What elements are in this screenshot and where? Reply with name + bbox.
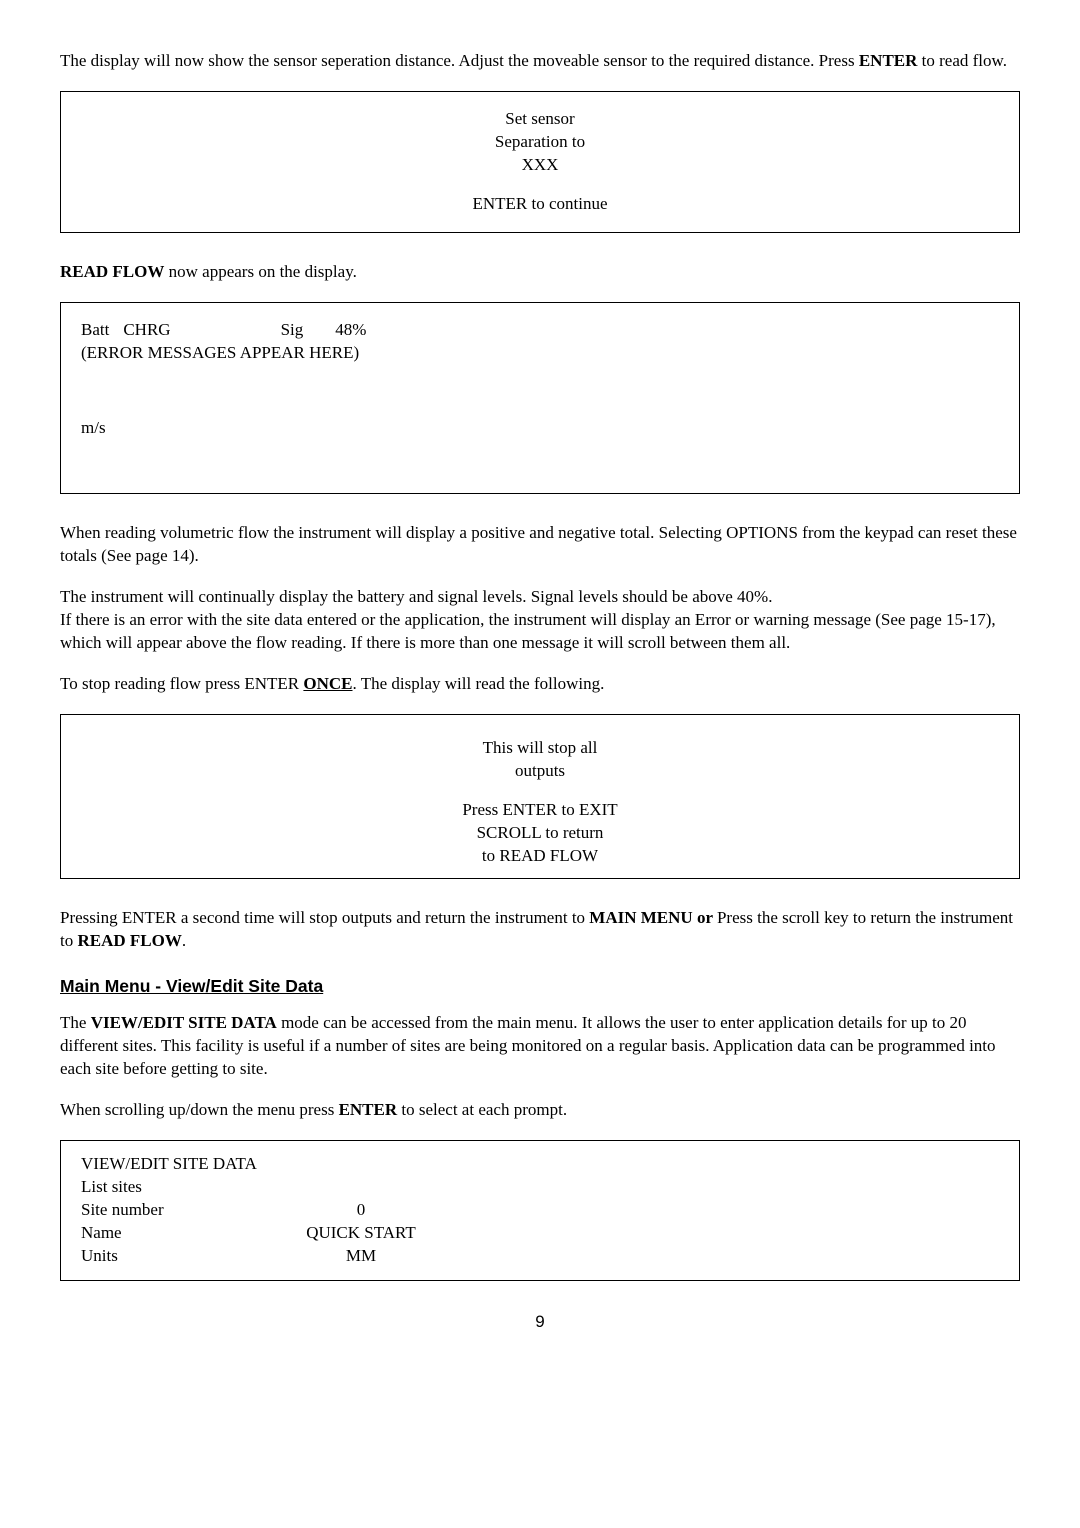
ve-pre: The [60, 1013, 91, 1032]
stop-bold-underline: ONCE [303, 674, 352, 693]
intro-pre: The display will now show the sensor sep… [60, 51, 859, 70]
scroll-paragraph: When scrolling up/down the menu press EN… [60, 1099, 1020, 1122]
ve-bold: VIEW/EDIT SITE DATA [91, 1013, 277, 1032]
site-number-label: Site number [81, 1199, 301, 1222]
batt-label: Batt [81, 319, 109, 342]
pes-pre: Pressing ENTER a second time will stop o… [60, 908, 589, 927]
pes-post: . [182, 931, 186, 950]
scroll-post: to select at each prompt. [397, 1100, 567, 1119]
batt-sig-line: Batt CHRG Sig 48% [81, 319, 999, 342]
site-heading: VIEW/EDIT SITE DATA [81, 1153, 999, 1176]
error-message-line: (ERROR MESSAGES APPEAR HERE) [81, 342, 999, 365]
signal-paragraph: The instrument will continually display … [60, 586, 1020, 609]
stop-line-4: SCROLL to return [81, 822, 999, 845]
chrg-value: CHRG [123, 319, 170, 342]
press-enter-second-paragraph: Pressing ENTER a second time will stop o… [60, 907, 1020, 953]
stop-line-5: to READ FLOW [81, 845, 999, 868]
set-sensor-line-2: Separation to [81, 131, 999, 154]
site-number-row: Site number 0 [81, 1199, 999, 1222]
read-status-display-box: Batt CHRG Sig 48% (ERROR MESSAGES APPEAR HE… [60, 302, 1020, 495]
read-flow-line: READ FLOW now appears on the display. [60, 261, 1020, 284]
read-flow-post: now appears on the display. [164, 262, 356, 281]
stop-paragraph: To stop reading flow press ENTER ONCE. T… [60, 673, 1020, 696]
read-flow-bold: READ FLOW [60, 262, 164, 281]
scroll-bold: ENTER [339, 1100, 398, 1119]
pes-bold2: READ FLOW [77, 931, 181, 950]
name-value: QUICK START [301, 1222, 421, 1245]
pes-bold1: MAIN MENU or [589, 908, 717, 927]
stop-line-3: Press ENTER to EXIT [81, 799, 999, 822]
intro-post: to read flow. [917, 51, 1007, 70]
list-sites-line: List sites [81, 1176, 999, 1199]
error-paragraph: If there is an error with the site data … [60, 609, 1020, 655]
stop-post: . The display will read the following. [353, 674, 605, 693]
volumetric-paragraph: When reading volumetric flow the instrum… [60, 522, 1020, 568]
stop-line-2: outputs [81, 760, 999, 783]
stop-line-1: This will stop all [81, 737, 999, 760]
intro-bold: ENTER [859, 51, 918, 70]
set-sensor-line-3: XXX [81, 154, 999, 177]
stop-outputs-display-box: This will stop all outputs Press ENTER t… [60, 714, 1020, 879]
sig-label: Sig [281, 319, 304, 342]
set-sensor-line-1: Set sensor [81, 108, 999, 131]
page-number: 9 [60, 1311, 1020, 1334]
section-heading-view-edit: Main Menu - View/Edit Site Data [60, 975, 1020, 999]
units-label: Units [81, 1245, 301, 1268]
name-row: Name QUICK START [81, 1222, 999, 1245]
units-row: Units MM [81, 1245, 999, 1268]
intro-paragraph: The display will now show the sensor sep… [60, 50, 1020, 73]
unit-line: m/s [81, 417, 999, 440]
units-value: MM [301, 1245, 421, 1268]
view-edit-paragraph: The VIEW/EDIT SITE DATA mode can be acce… [60, 1012, 1020, 1081]
name-label: Name [81, 1222, 301, 1245]
stop-pre: To stop reading flow press ENTER [60, 674, 303, 693]
scroll-pre: When scrolling up/down the menu press [60, 1100, 339, 1119]
site-data-display-box: VIEW/EDIT SITE DATA List sites Site numb… [60, 1140, 1020, 1281]
site-number-value: 0 [301, 1199, 421, 1222]
set-sensor-line-4: ENTER to continue [81, 193, 999, 216]
sig-value: 48% [335, 319, 366, 342]
set-sensor-display-box: Set sensor Separation to XXX ENTER to co… [60, 91, 1020, 233]
